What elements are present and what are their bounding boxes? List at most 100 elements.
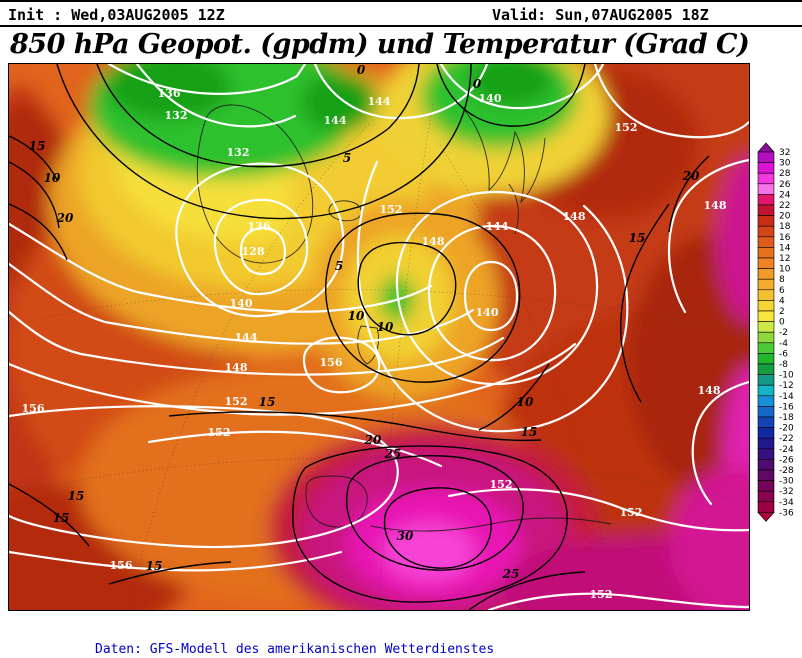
geopotential-contour-label: 136 [158, 87, 181, 100]
header-divider-rule [0, 25, 802, 27]
colorbar-cell [757, 353, 775, 365]
colorbar-tick-label: 18 [779, 222, 791, 232]
chart-title: 850 hPa Geopot. (gpdm) und Temperatur (G… [10, 29, 750, 60]
colorbar-tick-label: 10 [779, 265, 791, 275]
colorbar-cell [757, 501, 775, 513]
colorbar-tick-label: 28 [779, 169, 791, 179]
temperature-contour-label: 20 [682, 169, 700, 183]
colorbar-tick-label: 30 [779, 159, 791, 169]
footer: Daten: GFS-Modell des amerikanischen Wet… [95, 614, 494, 658]
colorbar-tick-label: 32 [779, 148, 790, 158]
colorbar-cell [757, 342, 775, 354]
colorbar-arrow-top [757, 142, 775, 153]
colorbar-tick-label: 22 [779, 201, 790, 211]
temperature-contour-label: 15 [29, 139, 46, 153]
colorbar-cell [757, 162, 775, 174]
colorbar-cell [757, 459, 775, 471]
colorbar-cell [757, 268, 775, 280]
temperature-contour-label: 15 [521, 425, 538, 439]
colorbar-tick-label: -30 [779, 477, 794, 487]
geopotential-contours [9, 64, 749, 610]
temperature-contour-label: 0 [473, 77, 482, 91]
colorbar-cell [757, 363, 775, 375]
colorbar-cell [757, 331, 775, 344]
colorbar-tick-label: -28 [779, 466, 794, 476]
colorbar-cell [757, 469, 775, 481]
colorbar-cell [757, 215, 775, 227]
colorbar-tick-label: -36 [779, 508, 794, 518]
geopotential-contour-label: 152 [615, 121, 638, 134]
colorbar-tick-label: -10 [779, 371, 794, 381]
geopotential-contour-label: 148 [698, 384, 721, 397]
colorbar-cell [757, 236, 775, 248]
colorbar-tick-label: 16 [779, 233, 791, 243]
geopotential-contour-label: 152 [225, 395, 248, 408]
colorbar-cell [757, 172, 775, 185]
colorbar-tick-label: -2 [779, 328, 788, 338]
colorbar-tick-label: -6 [779, 349, 788, 359]
colorbar-cell [757, 225, 775, 238]
geopotential-contour-label: 152 [590, 588, 613, 601]
temperature-contour-label: 10 [348, 309, 365, 323]
footer-data-source: Daten: GFS-Modell des amerikanischen Wet… [95, 642, 495, 657]
temperature-contour-label: 10 [44, 171, 61, 185]
colorbar-cell [757, 194, 775, 206]
colorbar-tick-label: -18 [779, 413, 794, 423]
valid-time-label: Valid: Sun,07AUG2005 18Z [492, 6, 709, 24]
colorbar-cell [757, 374, 775, 386]
colorbar-cell [757, 289, 775, 301]
temperature-contour-label: 0 [357, 64, 366, 77]
geopotential-contour-label: 136 [248, 220, 271, 233]
temperature-contour-label: 15 [629, 231, 646, 245]
colorbar-arrow-bottom [757, 512, 775, 522]
colorbar-tick-label: 14 [779, 243, 791, 253]
geopotential-contour-label: 156 [22, 402, 45, 415]
geopotential-contour-label: 148 [225, 361, 248, 374]
colorbar-cell [757, 427, 775, 439]
geopotential-contour-label: 148 [422, 235, 445, 248]
temperature-contour-label: 10 [517, 395, 534, 409]
colorbar-tick-label: -20 [779, 424, 794, 434]
colorbar-tick-label: 8 [779, 275, 785, 285]
colorbar-cell [757, 151, 775, 163]
colorbar-tick-label: -34 [779, 498, 794, 508]
geopotential-contour-label: 128 [242, 245, 265, 258]
colorbar-cell [757, 416, 775, 428]
temperature-contour-label: 15 [146, 559, 163, 573]
temperature-contour-label: 5 [335, 259, 343, 273]
geopotential-contour-label: 132 [227, 146, 250, 159]
colorbar-cell [757, 406, 775, 418]
weather-map-svg: 136 132 132 136 128 144 144 140 152 152 148 144 148 1… [9, 64, 749, 610]
weather-map-panel: 136 132 132 136 128 144 144 140 152 152 148 144 148 1… [8, 63, 750, 611]
geopotential-contour-label: 152 [620, 506, 643, 519]
geopotential-contour-label: 152 [380, 203, 403, 216]
temperature-contour-label: 20 [56, 211, 74, 225]
colorbar-cell [757, 384, 775, 397]
temperature-contours [9, 64, 710, 610]
init-time-label: Init : Wed,03AUG2005 12Z [8, 6, 225, 24]
temperature-contour-label: 15 [53, 511, 70, 525]
geopotential-contour-label: 140 [479, 92, 502, 105]
colorbar-tick-label: -16 [779, 402, 794, 412]
colorbar-tick-label: 6 [779, 286, 785, 296]
colorbar-tick-label: -4 [779, 339, 788, 349]
geopotential-contour-label: 132 [165, 109, 188, 122]
geopotential-contour-label: 152 [490, 478, 513, 491]
geopotential-contour-label: 140 [230, 297, 253, 310]
colorbar-cell [757, 204, 775, 216]
geopotential-contour-label: 144 [235, 331, 258, 344]
geopotential-contour-label: 148 [563, 210, 586, 223]
temperature-contour-label: 20 [364, 433, 382, 447]
colorbar-cell [757, 183, 775, 195]
colorbar-tick-label: 2 [779, 307, 785, 317]
colorbar-tick-label: 24 [779, 190, 791, 200]
graticule [9, 103, 749, 610]
colorbar-tick-label: -12 [779, 381, 794, 391]
colorbar-tick-label: 26 [779, 180, 791, 190]
geopotential-contour-label: 152 [208, 426, 231, 439]
colorbar-cell [757, 490, 775, 503]
colorbar-cell [757, 310, 775, 322]
temperature-colorbar: 32302826242220181614121086420-2-4-6-8-10… [757, 142, 794, 522]
